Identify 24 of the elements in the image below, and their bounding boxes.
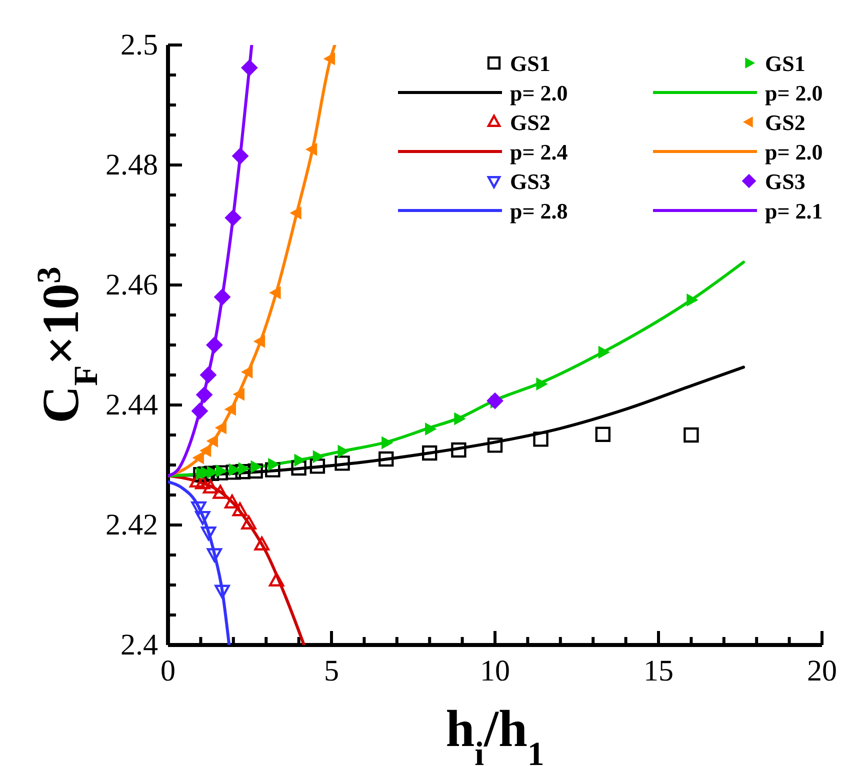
legend-label: p= 2.0 [510,80,568,106]
legend-label: p= 2.0 [765,140,823,164]
y-tick-label: 2.46 [106,268,158,302]
x-axis-title: h$_{i}$/h$_{1}$ [446,701,544,766]
legend-label: p= 2.1 [765,198,823,224]
legend-label: GS1 [765,51,806,76]
x-tick-label: 5 [324,654,339,688]
legend-label: p= 2.8 [510,198,568,224]
x-tick-label: 15 [644,654,674,688]
legend-label: GS1 [510,51,550,76]
y-tick-label: 2.42 [106,508,158,542]
legend-label: p= 2.0 [765,80,823,106]
legend-label: GS3 [765,169,806,194]
y-tick-label: 2.4 [120,628,158,662]
legend-label: GS2 [510,110,550,135]
x-tick-label: 0 [160,654,176,688]
y-tick-label: 2.44 [106,388,158,422]
y-tick-label: 2.48 [106,148,158,182]
x-tick-label: 20 [807,654,837,688]
legend-label: GS2 [765,110,806,135]
y-tick-label: 2.5 [120,28,158,62]
legend-label: GS3 [510,169,550,194]
x-tick-label: 10 [480,654,510,688]
legend-label: p= 2.4 [510,140,568,164]
